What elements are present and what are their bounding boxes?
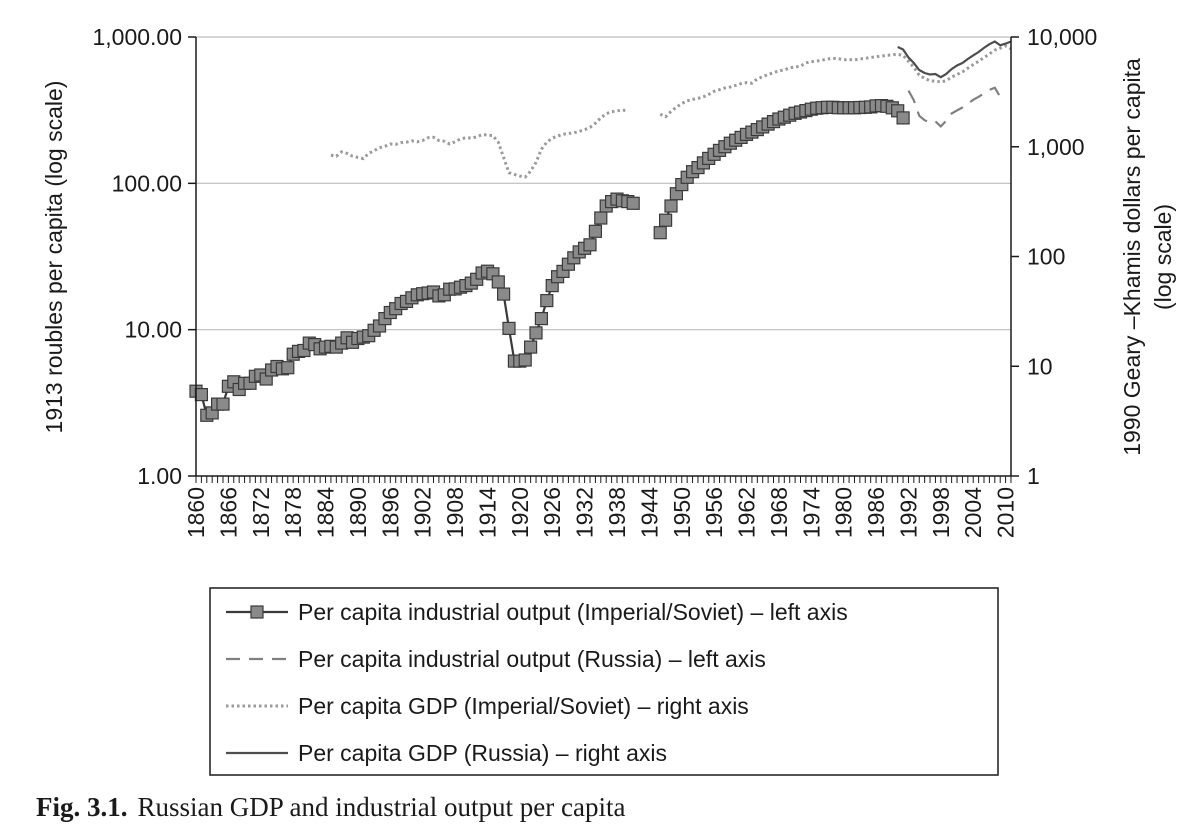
data-point-marker: [658, 213, 673, 227]
x-tick-label: 1998: [928, 487, 954, 538]
tick-labels: 1.00 10.00 100.00 1,000.00 1 10 100 1,000 10,000…: [92, 24, 1097, 538]
x-tick-label: 1956: [701, 487, 727, 538]
x-tick-label: 1950: [669, 487, 695, 538]
series-3: [330, 44, 1012, 179]
caption-text: Russian GDP and industrial output per ca…: [137, 792, 626, 822]
left-axis-title: 1913 roubles per capita (log scale): [41, 81, 67, 434]
data-point-marker: [534, 312, 549, 326]
right-tick-label: 10: [1027, 353, 1053, 379]
data-point-marker: [653, 226, 667, 240]
data-point-marker: [502, 321, 516, 335]
x-tick-label: 1938: [604, 487, 630, 538]
data-point-marker: [664, 199, 678, 213]
data-point-marker: [626, 196, 640, 210]
series-4: [897, 40, 1012, 79]
series-line: [897, 40, 1012, 79]
axes: [188, 36, 1019, 483]
legend-item-label: Per capita GDP (Imperial/Soviet) – right…: [298, 693, 749, 719]
legend-item-label: Per capita GDP (Russia) – right axis: [298, 740, 667, 766]
x-tick-label: 1926: [539, 487, 565, 538]
left-tick-label: 1.00: [137, 463, 182, 489]
x-tick-label: 1986: [863, 487, 889, 538]
data-point-marker: [518, 353, 532, 367]
gridlines: [196, 36, 1011, 331]
right-tick-label: 10,000: [1027, 24, 1097, 50]
data-point-marker: [896, 111, 910, 125]
x-tick-label: 1872: [248, 487, 274, 538]
data-point-marker: [583, 238, 597, 252]
figure-caption: Fig. 3.1. Russian GDP and industrial outp…: [36, 792, 625, 823]
right-axis-title-line-1: 1990 Geary –Khamis dollars per capita: [1119, 58, 1145, 456]
right-tick-label: 1,000: [1027, 134, 1085, 160]
legend-swatch-marker: [250, 605, 264, 619]
x-tick-label: 1896: [377, 487, 403, 538]
legend: Per capita industrial output (Imperial/S…: [209, 587, 999, 776]
right-axis-title-line-2: (log scale): [1150, 204, 1176, 310]
x-tick-label: 1968: [766, 487, 792, 538]
data-point-marker: [497, 287, 511, 301]
data-point-marker: [529, 326, 543, 340]
legend-item-label: Per capita industrial output (Imperial/S…: [298, 599, 848, 625]
series-1: [189, 98, 910, 422]
x-tick-label: 1914: [474, 487, 500, 538]
x-tick-label: 1944: [636, 487, 662, 538]
x-tick-label: 2004: [960, 487, 986, 538]
series-layer: [189, 40, 1012, 422]
x-tick-label: 2010: [993, 487, 1019, 538]
x-tick-label: 1866: [215, 487, 241, 538]
series-2: [907, 86, 1002, 128]
x-tick-label: 1932: [572, 487, 598, 538]
data-point-marker: [194, 388, 208, 402]
series-line: [330, 108, 629, 179]
x-tick-label: 1890: [345, 487, 371, 538]
legend-box: [209, 587, 999, 776]
data-point-marker: [216, 397, 230, 411]
x-tick-label: 1860: [183, 487, 209, 538]
right-tick-label: 100: [1027, 244, 1065, 270]
x-tick-label: 1902: [410, 487, 436, 538]
legend-item-label: Per capita industrial output (Russia) – …: [298, 646, 766, 672]
x-tick-label: 1974: [798, 487, 824, 538]
x-tick-label: 1992: [895, 487, 921, 538]
data-point-marker: [588, 224, 603, 238]
left-tick-label: 100.00: [112, 170, 182, 196]
data-point-marker: [281, 361, 295, 375]
series-line: [907, 86, 1002, 128]
data-point-marker: [540, 294, 554, 308]
series-line: [659, 44, 1012, 119]
x-tick-label: 1884: [313, 487, 339, 538]
data-point-marker: [491, 275, 505, 289]
left-tick-label: 10.00: [124, 317, 182, 343]
data-point-marker: [523, 340, 538, 354]
caption-label: Fig. 3.1.: [36, 792, 128, 822]
x-tick-label: 1878: [280, 487, 306, 538]
data-point-marker: [594, 211, 608, 225]
left-tick-label: 1,000.00: [92, 24, 182, 50]
x-tick-label: 1908: [442, 487, 468, 538]
x-tick-label: 1962: [734, 487, 760, 538]
x-tick-label: 1980: [831, 487, 857, 538]
right-tick-label: 1: [1027, 463, 1040, 489]
x-tick-label: 1920: [507, 487, 533, 538]
